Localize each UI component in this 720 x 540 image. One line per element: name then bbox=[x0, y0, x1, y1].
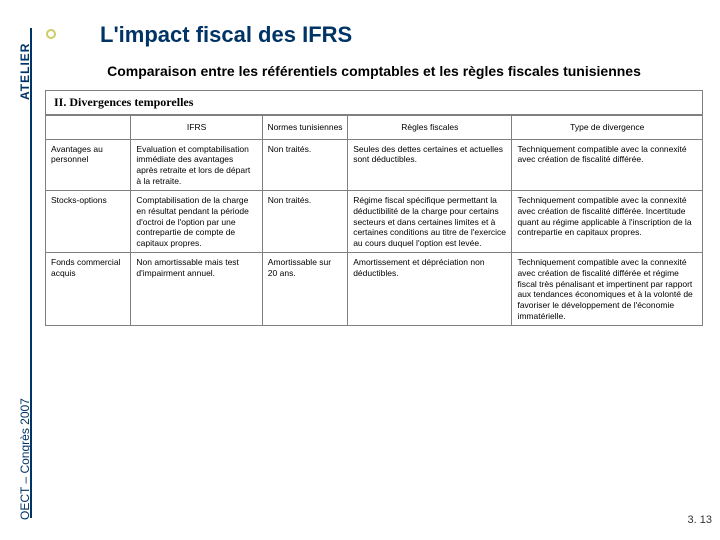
th-regles: Règles fiscales bbox=[348, 116, 512, 140]
cell-regles: Régime fiscal spécifique permettant la d… bbox=[348, 191, 512, 253]
table-row: Stocks-options Comptabilisation de la ch… bbox=[46, 191, 703, 253]
th-ifrs: IFRS bbox=[131, 116, 262, 140]
cell-ifrs: Evaluation et comptabilisation immédiate… bbox=[131, 139, 262, 191]
slide-subtitle: Comparaison entre les référentiels compt… bbox=[85, 62, 663, 80]
cell-normes: Non traités. bbox=[262, 191, 347, 253]
cell-topic: Avantages au personnel bbox=[46, 139, 131, 191]
cell-normes: Non traités. bbox=[262, 139, 347, 191]
table-row: Avantages au personnel Evaluation et com… bbox=[46, 139, 703, 191]
cell-ifrs: Comptabilisation de la charge en résulta… bbox=[131, 191, 262, 253]
cell-type: Techniquement compatible avec la connexi… bbox=[512, 139, 703, 191]
side-label-footer: OECT – Congrès 2007 bbox=[18, 398, 32, 520]
table-header-row: IFRS Normes tunisiennes Règles fiscales … bbox=[46, 116, 703, 140]
comparison-table: IFRS Normes tunisiennes Règles fiscales … bbox=[45, 115, 703, 326]
side-label-atelier: ATELIER bbox=[18, 43, 32, 100]
th-empty bbox=[46, 116, 131, 140]
th-type: Type de divergence bbox=[512, 116, 703, 140]
th-normes: Normes tunisiennes bbox=[262, 116, 347, 140]
cell-normes: Amortissable sur 20 ans. bbox=[262, 253, 347, 326]
cell-ifrs: Non amortissable mais test d'impairment … bbox=[131, 253, 262, 326]
main-content: L'impact fiscal des IFRS Comparaison ent… bbox=[45, 22, 703, 326]
cell-type: Techniquement compatible avec la connexi… bbox=[512, 253, 703, 326]
table-row: Fonds commercial acquis Non amortissable… bbox=[46, 253, 703, 326]
cell-regles: Amortissement et dépréciation non déduct… bbox=[348, 253, 512, 326]
page-number: 3. 13 bbox=[688, 514, 712, 526]
cell-type: Techniquement compatible avec la connexi… bbox=[512, 191, 703, 253]
cell-topic: Fonds commercial acquis bbox=[46, 253, 131, 326]
cell-regles: Seules des dettes certaines et actuelles… bbox=[348, 139, 512, 191]
section-header: II. Divergences temporelles bbox=[45, 90, 703, 115]
slide-title: L'impact fiscal des IFRS bbox=[100, 22, 703, 48]
cell-topic: Stocks-options bbox=[46, 191, 131, 253]
